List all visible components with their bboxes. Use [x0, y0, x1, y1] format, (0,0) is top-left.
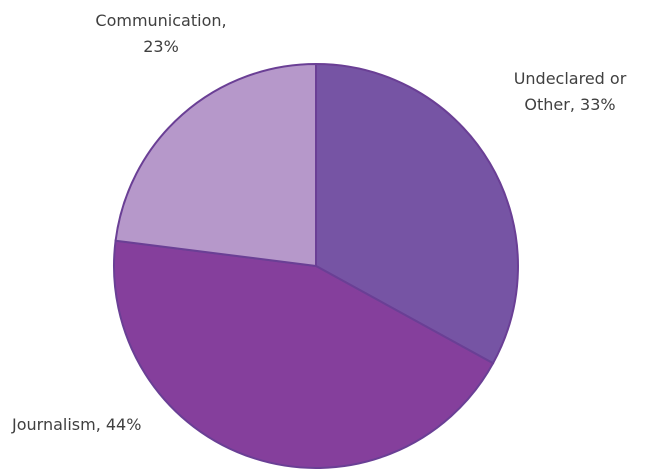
pie-slice-journalism	[113, 239, 495, 469]
data-label-line: Journalism, 44%	[11, 415, 141, 434]
data-label-communication: Communication, 23%	[95, 11, 226, 56]
data-label-line: 23%	[143, 37, 179, 56]
data-label-undeclared-or-other: Undeclared or Other, 33%	[514, 69, 627, 114]
pie-slices	[113, 62, 519, 469]
data-label-line: Other, 33%	[524, 95, 615, 114]
pie-slice-undeclared-or-other	[315, 62, 519, 365]
data-label-line: Undeclared or	[514, 69, 627, 88]
data-label-journalism: Journalism, 44%	[11, 415, 141, 434]
data-label-line: Communication,	[95, 11, 226, 30]
pie-labels: Undeclared or Other, 33% Journalism, 44% Co…	[11, 11, 627, 434]
pie-slice-communication	[114, 62, 317, 268]
